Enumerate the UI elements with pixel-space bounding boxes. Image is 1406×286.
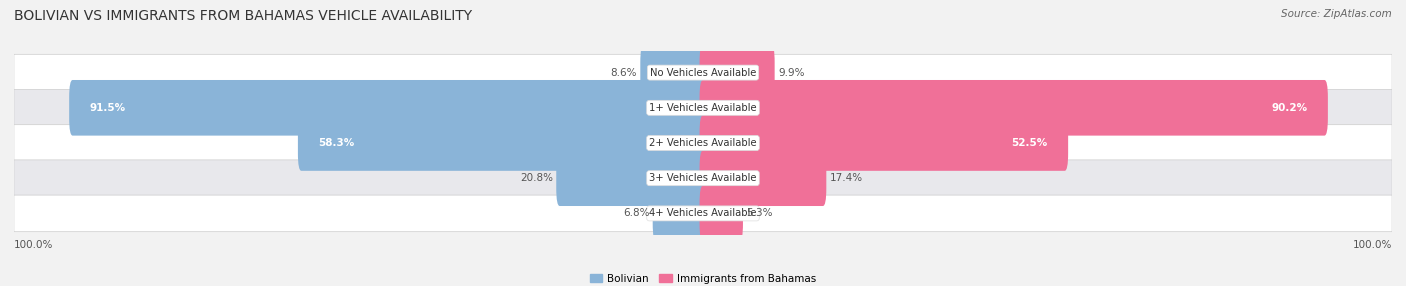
Text: 6.8%: 6.8% xyxy=(623,208,650,219)
Text: 1+ Vehicles Available: 1+ Vehicles Available xyxy=(650,103,756,113)
Text: 2+ Vehicles Available: 2+ Vehicles Available xyxy=(650,138,756,148)
FancyBboxPatch shape xyxy=(298,115,706,171)
FancyBboxPatch shape xyxy=(14,125,1392,161)
FancyBboxPatch shape xyxy=(652,186,706,241)
FancyBboxPatch shape xyxy=(14,90,1392,126)
Text: 8.6%: 8.6% xyxy=(610,67,637,78)
FancyBboxPatch shape xyxy=(69,80,706,136)
FancyBboxPatch shape xyxy=(14,195,1392,232)
Legend: Bolivian, Immigrants from Bahamas: Bolivian, Immigrants from Bahamas xyxy=(585,269,821,286)
Text: 100.0%: 100.0% xyxy=(1353,240,1392,250)
Text: 20.8%: 20.8% xyxy=(520,173,553,183)
Text: 5.3%: 5.3% xyxy=(747,208,773,219)
FancyBboxPatch shape xyxy=(14,54,1392,91)
Text: 100.0%: 100.0% xyxy=(14,240,53,250)
Text: 90.2%: 90.2% xyxy=(1271,103,1308,113)
FancyBboxPatch shape xyxy=(700,80,1327,136)
Text: No Vehicles Available: No Vehicles Available xyxy=(650,67,756,78)
Text: 3+ Vehicles Available: 3+ Vehicles Available xyxy=(650,173,756,183)
FancyBboxPatch shape xyxy=(557,150,706,206)
Text: 52.5%: 52.5% xyxy=(1011,138,1047,148)
FancyBboxPatch shape xyxy=(700,150,827,206)
FancyBboxPatch shape xyxy=(700,115,1069,171)
Text: Source: ZipAtlas.com: Source: ZipAtlas.com xyxy=(1281,9,1392,19)
Text: 4+ Vehicles Available: 4+ Vehicles Available xyxy=(650,208,756,219)
Text: 17.4%: 17.4% xyxy=(830,173,863,183)
FancyBboxPatch shape xyxy=(700,186,742,241)
Text: 91.5%: 91.5% xyxy=(90,103,127,113)
FancyBboxPatch shape xyxy=(640,45,706,100)
FancyBboxPatch shape xyxy=(700,45,775,100)
Text: 9.9%: 9.9% xyxy=(778,67,804,78)
FancyBboxPatch shape xyxy=(14,160,1392,196)
Text: BOLIVIAN VS IMMIGRANTS FROM BAHAMAS VEHICLE AVAILABILITY: BOLIVIAN VS IMMIGRANTS FROM BAHAMAS VEHI… xyxy=(14,9,472,23)
Text: 58.3%: 58.3% xyxy=(319,138,354,148)
